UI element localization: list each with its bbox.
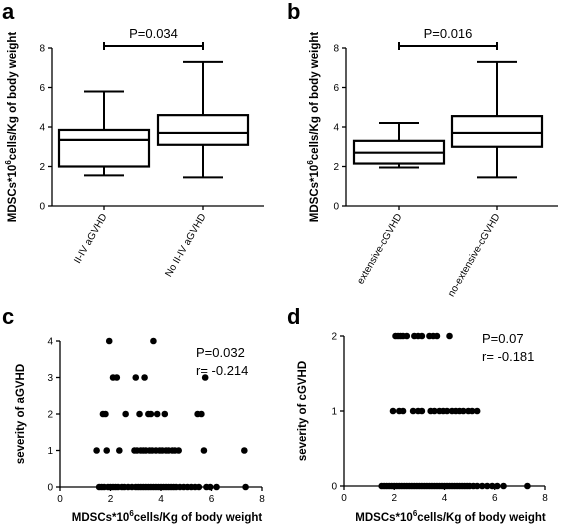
iqr-box [156, 114, 250, 146]
y-tick-label: 8 [39, 44, 45, 55]
data-point [433, 332, 441, 340]
data-point [403, 332, 411, 340]
category-label: II-IV aGVHD [72, 212, 109, 266]
panel-c-scatter: 0 1 2 3 4 0 2 4 6 8 severity of aGVHD MDSCs*106cell… [15, 337, 265, 525]
x-tick-label: 2 [108, 494, 114, 505]
data-point [201, 374, 209, 381]
x-axis-label: MDSCs*106cells/Kg of body weight [72, 509, 263, 524]
x-tick-label: 4 [442, 493, 448, 504]
data-point [409, 407, 417, 415]
significance-label: P=0.016 [424, 26, 473, 41]
data-point [241, 447, 248, 454]
category-label: no-extensive-cGVHD [446, 212, 502, 299]
data-point [418, 332, 426, 340]
y-tick-label: 0 [331, 482, 337, 493]
data-point [473, 482, 481, 490]
y-tick-label: 4 [39, 123, 45, 134]
data-point [113, 374, 121, 381]
y-axis-label: severity of cGVHD [297, 361, 309, 461]
p-value-label: P=0.07 [482, 331, 524, 346]
y-tick-label: 2 [333, 162, 339, 173]
data-point [483, 482, 491, 490]
data-point [132, 374, 140, 381]
data-point [103, 447, 111, 454]
y-axis-label: severity of aGVHD [15, 364, 27, 464]
iqr-box [57, 128, 151, 168]
data-point [418, 407, 426, 415]
y-tick-label: 0 [333, 202, 339, 213]
data-point [200, 447, 208, 454]
data-point [102, 410, 109, 418]
panel-b-boxplot: 0 2 4 6 8 MDSCs*106cells/Kg of body weight ext… [306, 26, 558, 299]
r-value-label: r= -0.214 [196, 363, 248, 378]
category-label: No II-IV aGVHD [164, 212, 209, 279]
y-tick-label: 2 [39, 162, 45, 173]
data-point [150, 337, 157, 345]
panel-letter-c: c [2, 304, 14, 329]
data-point [153, 410, 161, 418]
x-tick-label: 0 [341, 493, 347, 504]
y-tick-label: 3 [47, 373, 53, 384]
data-point [468, 407, 476, 415]
data-point [389, 407, 397, 415]
y-tick-label: 1 [47, 446, 53, 457]
x-tick-label: 0 [57, 494, 63, 505]
y-axis-label: MDSCs*106cells/Kg of body weight [306, 32, 321, 223]
data-point [488, 482, 496, 490]
data-point [141, 374, 148, 381]
panel-letter-d: d [287, 304, 300, 329]
data-point [460, 407, 467, 415]
y-tick-label: 6 [333, 83, 339, 94]
significance-label: P=0.034 [129, 26, 178, 41]
data-point [493, 482, 501, 490]
data-point [399, 407, 407, 415]
category-label: extensive-cGVHD [355, 212, 404, 286]
y-axis-label: MDSCs*106cells/Kg of body weight [4, 32, 19, 223]
y-tick-label: 8 [333, 44, 339, 55]
data-point [195, 483, 203, 491]
x-tick-label: 6 [492, 493, 498, 504]
y-tick-label: 2 [331, 332, 337, 343]
data-point [478, 482, 486, 490]
y-tick-label: 4 [333, 123, 339, 134]
panel-a-boxplot: 0 2 4 6 8 MDSCs*106cells/Kg of body weight II-… [4, 26, 264, 279]
data-point [500, 482, 507, 490]
data-point [136, 410, 143, 418]
data-point [443, 407, 451, 415]
y-tick-label: 0 [47, 483, 53, 494]
data-point [431, 407, 438, 415]
data-point [116, 447, 123, 454]
data-point [206, 483, 214, 491]
x-tick-label: 8 [542, 493, 548, 504]
y-tick-label: 1 [331, 407, 337, 418]
data-point [122, 410, 129, 418]
data-point [524, 482, 531, 490]
data-point [161, 410, 169, 418]
data-point [175, 447, 182, 454]
x-tick-label: 8 [259, 494, 265, 505]
y-tick-label: 0 [39, 202, 45, 213]
data-point [213, 483, 220, 491]
panel-letter-b: b [287, 0, 300, 24]
data-point [198, 410, 205, 418]
x-axis-label: MDSCs*106cells/Kg of body weight [355, 509, 546, 524]
y-tick-label: 2 [47, 410, 53, 421]
x-tick-label: 4 [158, 494, 164, 505]
data-point [93, 447, 100, 454]
data-point [473, 407, 481, 415]
y-tick-label: 4 [47, 337, 53, 348]
p-value-label: P=0.032 [196, 345, 245, 360]
panel-d-scatter: 0 1 2 0 2 4 6 8 severity of cGVHD MDSCs*106cells/… [297, 331, 548, 524]
data-point [147, 410, 155, 418]
x-tick-label: 6 [209, 494, 215, 505]
data-point [446, 332, 453, 340]
panel-letter-a: a [2, 0, 15, 24]
iqr-box [450, 115, 544, 148]
data-point [105, 337, 113, 345]
data-point [242, 483, 249, 491]
x-tick-label: 2 [391, 493, 397, 504]
r-value-label: r= -0.181 [482, 349, 534, 364]
y-tick-label: 6 [39, 83, 45, 94]
